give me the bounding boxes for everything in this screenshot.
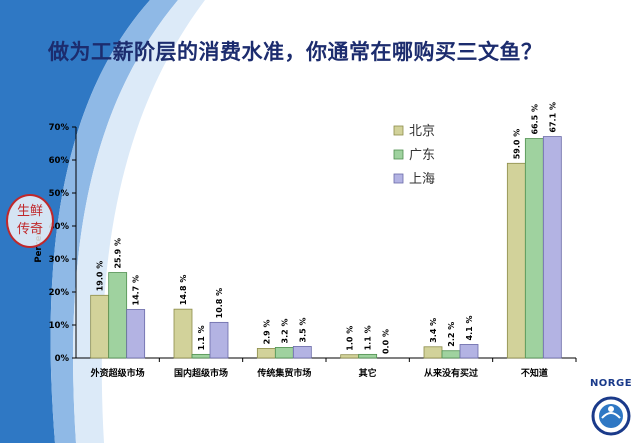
bar [108,272,128,359]
bar-data-label: 2.9 % [262,319,271,344]
bar [340,354,360,359]
legend-label: 广东 [409,148,435,163]
x-category-label: 其它 [359,367,377,379]
legend-label: 北京 [409,124,435,139]
bar-data-label: 67.1 % [548,102,557,133]
legend-swatch [393,149,404,160]
x-category-label: 不知道 [521,367,548,379]
bar [506,162,526,359]
bar [459,344,479,359]
x-category-label: 从来没有买过 [424,367,478,379]
bar-data-label: 14.8 % [179,275,188,306]
stamp-line-1: 生鲜 [16,204,43,219]
y-tick-label: 0% [55,354,70,364]
bar-data-label: 25.9 % [114,238,123,269]
x-category-label: 外资超级市场 [90,367,145,379]
bar [423,346,443,359]
logo-text: NORGE [589,378,633,389]
stamp-line-2: 传奇 [16,222,43,237]
bar [126,309,146,359]
bar-data-label: 0.0 % [382,329,391,354]
slide-title: 做为工薪阶层的消费水准，你通常在哪购买三文鱼？ [48,40,543,64]
bar-data-label: 1.1 % [364,325,373,350]
bar-data-label: 3.2 % [280,318,289,343]
bar-data-label: 2.2 % [447,322,456,347]
bar [358,353,378,359]
bar [274,347,294,359]
y-tick-label: 10% [49,321,70,331]
bar [524,138,544,359]
bar-data-label: 4.1 % [465,315,474,340]
bar [441,350,461,359]
bar [292,346,312,359]
y-tick-label: 20% [49,288,70,298]
logo-emblem-icon [591,396,631,436]
y-tick-label: 50% [49,189,70,199]
bar-data-label: 59.0 % [512,129,521,160]
bar [542,136,562,359]
y-tick-label: 70% [49,123,70,133]
legend-swatch [393,173,404,184]
norge-logo: NORGE [584,378,638,440]
legend-label: 上海 [409,172,435,187]
bar-data-label: 14.7 % [132,275,141,306]
x-category-label: 国内超级市场 [174,367,228,379]
y-tick-label: 30% [49,255,70,265]
bar-data-label: 66.5 % [530,104,539,135]
bar [173,308,193,359]
bar [209,321,229,359]
bar-data-label: 19.0 % [96,261,105,292]
bar-data-label: 1.0 % [346,326,355,351]
bar-data-label: 3.4 % [429,318,438,343]
bar [256,348,276,359]
bar [191,353,211,359]
legend-swatch [393,125,404,136]
bar-data-label: 10.8 % [215,288,224,319]
bar [90,294,110,359]
bar-data-label: 1.1 % [197,325,206,350]
bar-data-label: 3.5 % [298,317,307,342]
x-category-label: 传统集贸市场 [256,367,311,379]
seal-stamp: 生鲜 传奇 [6,194,54,248]
y-tick-label: 40% [49,222,70,232]
y-tick-label: 60% [49,156,70,166]
